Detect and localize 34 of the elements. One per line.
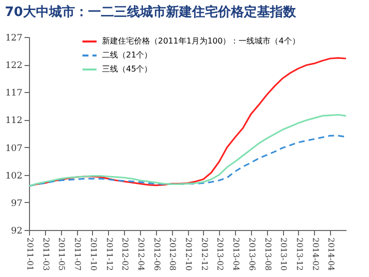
y-tick-label: 117 — [5, 88, 23, 99]
x-tick-label: 2014-02 — [310, 238, 320, 271]
x-tick-label: 2014-04 — [326, 238, 336, 271]
y-tick-label: 92 — [11, 226, 22, 236]
x-tick-label: 2012-02 — [120, 238, 130, 271]
x-tick-label: 2011-12 — [104, 238, 114, 271]
x-tick-label: 2011-10 — [88, 238, 98, 271]
y-tick-label: 112 — [5, 116, 22, 126]
x-tick-label: 2013-12 — [294, 238, 304, 271]
x-tick-label: 2011-05 — [57, 238, 66, 271]
y-tick-label: 97 — [11, 198, 23, 209]
chart-title: 70大中城市：一二三线城市新建住宅价格定基指数 — [4, 4, 297, 20]
x-tick-label: 2013-10 — [279, 238, 288, 271]
x-tick-label: 2012-08 — [168, 238, 178, 271]
x-tick-label: 2013-08 — [263, 238, 272, 271]
x-tick-label: 2013-04 — [232, 238, 241, 271]
y-tick-label: 102 — [5, 171, 22, 182]
y-tick-label: 127 — [5, 34, 23, 44]
line-series — [28, 114, 347, 187]
x-tick-label: 2013-06 — [247, 238, 256, 271]
x-tick-label: 2011-01 — [26, 238, 34, 271]
x-tick-label: 2012-04 — [136, 238, 146, 271]
x-tick-label: 2011-03 — [41, 238, 50, 271]
legend-label: 新建住宅价格（2011年1月为100）：一线城市（4个） — [102, 36, 300, 46]
x-tick-label: 2011-07 — [73, 238, 82, 271]
x-tick-label: 2012-12 — [200, 238, 209, 271]
legend-label: 二线（21个） — [102, 50, 152, 60]
legend-label: 三线（45个） — [102, 64, 152, 74]
x-tick-label: 2012-06 — [152, 238, 162, 271]
y-tick-label: 122 — [5, 61, 22, 72]
x-tick-label: 2013-02 — [216, 238, 225, 271]
y-tick-label: 107 — [5, 144, 23, 154]
x-tick-label: 2012-10 — [184, 238, 193, 271]
line-series — [28, 134, 347, 187]
